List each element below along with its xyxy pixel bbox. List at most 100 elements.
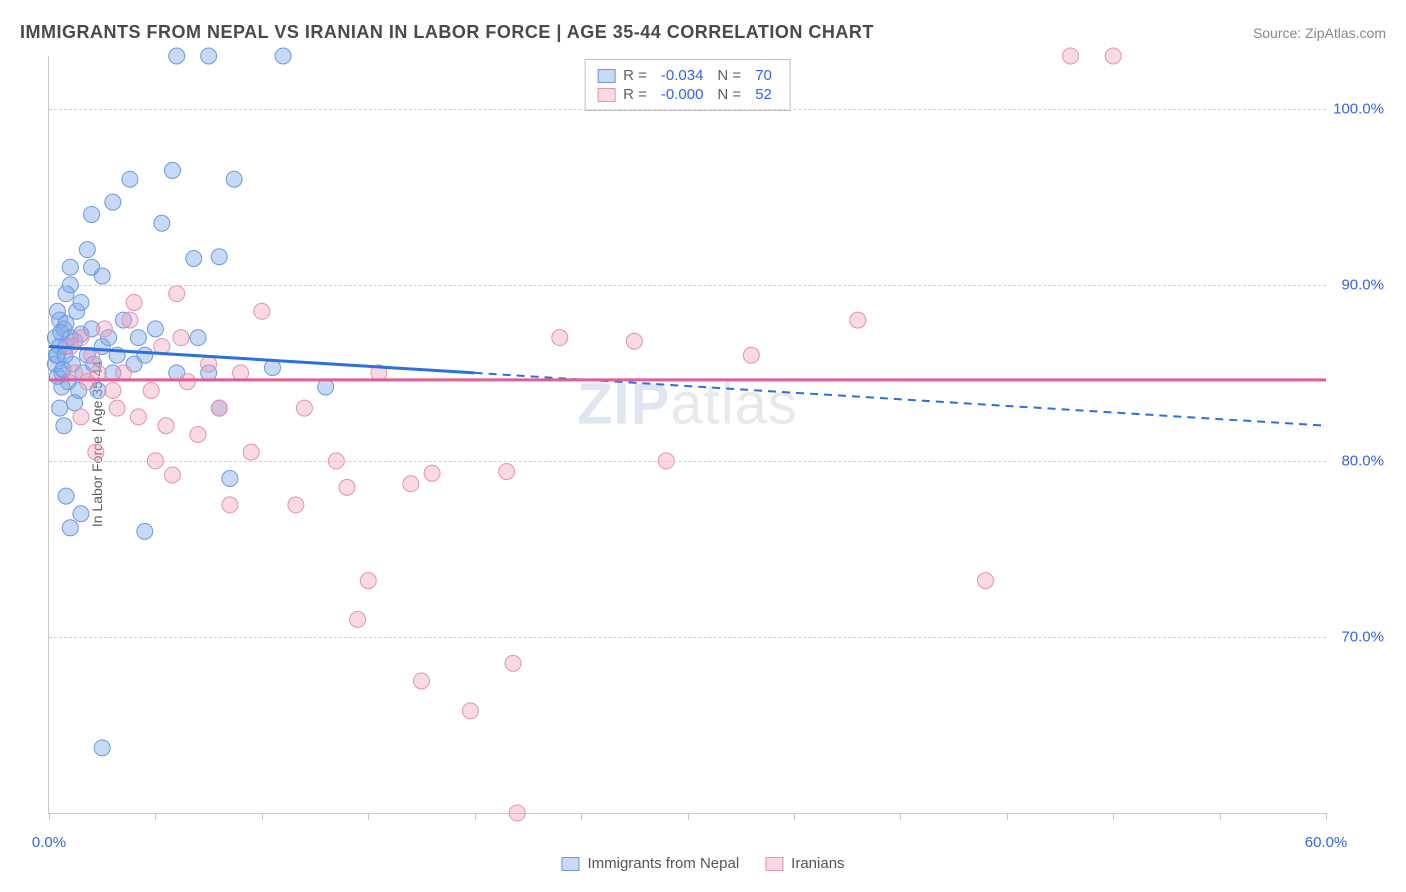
source-attribution: Source: ZipAtlas.com bbox=[1253, 25, 1386, 41]
scatter-point bbox=[201, 356, 217, 372]
x-tick bbox=[1326, 813, 1327, 820]
scatter-point bbox=[173, 330, 189, 346]
x-tick bbox=[1220, 813, 1221, 820]
scatter-point bbox=[743, 347, 759, 363]
x-tick bbox=[155, 813, 156, 820]
scatter-point bbox=[977, 573, 993, 589]
scatter-point bbox=[288, 497, 304, 513]
scatter-point bbox=[254, 303, 270, 319]
legend-series-item: Iranians bbox=[765, 855, 844, 872]
scatter-point bbox=[96, 321, 112, 337]
x-tick-label: 60.0% bbox=[1305, 834, 1348, 851]
scatter-point bbox=[154, 215, 170, 231]
chart-container: In Labor Force | Age 35-44 ZIPatlas R =-… bbox=[48, 56, 1388, 832]
scatter-point bbox=[296, 400, 312, 416]
plot-area: ZIPatlas R =-0.034N =70R =-0.000N =52 70… bbox=[48, 56, 1326, 814]
scatter-point bbox=[73, 506, 89, 522]
scatter-point bbox=[626, 333, 642, 349]
scatter-point bbox=[94, 740, 110, 756]
x-tick bbox=[49, 813, 50, 820]
scatter-point bbox=[58, 488, 74, 504]
scatter-point bbox=[339, 479, 355, 495]
scatter-point bbox=[62, 259, 78, 275]
scatter-point bbox=[413, 673, 429, 689]
scatter-point bbox=[73, 330, 89, 346]
scatter-point bbox=[552, 330, 568, 346]
scatter-point bbox=[122, 171, 138, 187]
scatter-point bbox=[424, 465, 440, 481]
scatter-point bbox=[158, 418, 174, 434]
scatter-point bbox=[169, 48, 185, 64]
scatter-point bbox=[1105, 48, 1121, 64]
legend-series-label: Iranians bbox=[791, 855, 844, 872]
y-tick-label: 70.0% bbox=[1341, 628, 1384, 645]
y-tick-label: 90.0% bbox=[1341, 276, 1384, 293]
scatter-point bbox=[211, 249, 227, 265]
y-tick-label: 100.0% bbox=[1333, 100, 1384, 117]
scatter-point bbox=[222, 471, 238, 487]
gridline bbox=[49, 461, 1326, 462]
chart-title: IMMIGRANTS FROM NEPAL VS IRANIAN IN LABO… bbox=[20, 22, 874, 43]
scatter-point bbox=[88, 444, 104, 460]
scatter-point bbox=[130, 330, 146, 346]
scatter-point bbox=[211, 400, 227, 416]
scatter-point bbox=[201, 48, 217, 64]
x-tick bbox=[794, 813, 795, 820]
scatter-point bbox=[169, 286, 185, 302]
scatter-point bbox=[109, 400, 125, 416]
y-tick-label: 80.0% bbox=[1341, 452, 1384, 469]
legend-r-value: -0.000 bbox=[661, 86, 704, 103]
scatter-point bbox=[130, 409, 146, 425]
scatter-point bbox=[122, 312, 138, 328]
scatter-point bbox=[360, 573, 376, 589]
legend-series-label: Immigrants from Nepal bbox=[587, 855, 739, 872]
scatter-point bbox=[164, 467, 180, 483]
scatter-point bbox=[137, 523, 153, 539]
scatter-point bbox=[67, 395, 83, 411]
legend-swatch bbox=[597, 88, 615, 102]
scatter-point bbox=[190, 330, 206, 346]
scatter-point bbox=[179, 374, 195, 390]
legend-swatch bbox=[765, 857, 783, 871]
scatter-point bbox=[62, 520, 78, 536]
scatter-point bbox=[403, 476, 419, 492]
legend-r-value: -0.034 bbox=[661, 67, 704, 84]
legend-n-value: 52 bbox=[755, 86, 772, 103]
scatter-point bbox=[164, 162, 180, 178]
gridline bbox=[49, 285, 1326, 286]
header-row: IMMIGRANTS FROM NEPAL VS IRANIAN IN LABO… bbox=[20, 22, 1386, 43]
x-tick-label: 0.0% bbox=[32, 834, 66, 851]
x-tick bbox=[900, 813, 901, 820]
scatter-point bbox=[243, 444, 259, 460]
gridline bbox=[49, 109, 1326, 110]
x-tick bbox=[581, 813, 582, 820]
x-tick bbox=[1113, 813, 1114, 820]
scatter-point bbox=[509, 805, 525, 821]
x-tick bbox=[475, 813, 476, 820]
scatter-point bbox=[73, 294, 89, 310]
scatter-point bbox=[190, 427, 206, 443]
scatter-point bbox=[462, 703, 478, 719]
x-tick bbox=[1007, 813, 1008, 820]
legend-series-item: Immigrants from Nepal bbox=[561, 855, 739, 872]
scatter-point bbox=[226, 171, 242, 187]
scatter-point bbox=[84, 206, 100, 222]
scatter-point bbox=[105, 382, 121, 398]
scatter-point bbox=[56, 418, 72, 434]
scatter-point bbox=[58, 286, 74, 302]
x-tick bbox=[688, 813, 689, 820]
scatter-point bbox=[505, 655, 521, 671]
gridline bbox=[49, 637, 1326, 638]
legend-r-label: R = bbox=[623, 86, 647, 103]
legend-stat-row: R = -0.034 N = 70 bbox=[597, 67, 778, 84]
scatter-point bbox=[350, 611, 366, 627]
legend-n-label: N = bbox=[717, 67, 741, 84]
legend-r-label: R = bbox=[623, 67, 647, 84]
scatter-point bbox=[499, 463, 515, 479]
scatter-point bbox=[105, 194, 121, 210]
scatter-point bbox=[850, 312, 866, 328]
scatter-point bbox=[222, 497, 238, 513]
scatter-point bbox=[52, 400, 68, 416]
legend-n-value: 70 bbox=[755, 67, 772, 84]
scatter-point bbox=[53, 324, 69, 340]
